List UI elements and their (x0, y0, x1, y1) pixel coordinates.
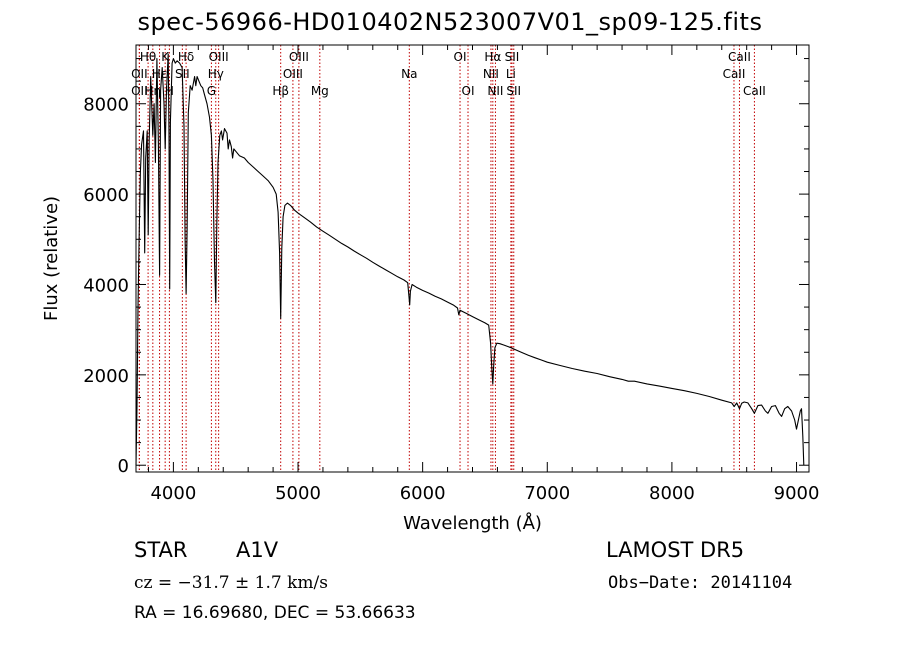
line-marker-label: NII (483, 67, 499, 81)
line-marker-label: G (207, 84, 216, 98)
object-type: STAR (134, 538, 188, 562)
line-marker-label: CaII (723, 67, 746, 81)
object-subclass: A1V (236, 538, 279, 562)
line-marker-label: Hη (145, 84, 162, 98)
line-marker-label: NII (487, 84, 503, 98)
line-marker-label: K (161, 50, 170, 64)
line-marker-label: SII (505, 50, 520, 64)
line-marker-label: H (165, 84, 174, 98)
line-marker-label: CaII (728, 50, 751, 64)
obs-date-text: Obs−Date: 20141104 (608, 573, 793, 593)
line-marker-label: SII (506, 84, 521, 98)
y-tick-label: 0 (118, 456, 129, 477)
y-tick-label: 4000 (83, 275, 129, 296)
y-axis-label: Flux (relative) (41, 196, 62, 321)
line-marker-label: OIII (209, 50, 229, 64)
line-marker-label: Hδ (178, 50, 194, 64)
x-tick-label: 4000 (150, 483, 196, 504)
line-marker-label: Li (506, 67, 516, 81)
line-marker-label: OII (131, 67, 148, 81)
y-tick-label: 8000 (83, 95, 129, 116)
line-marker-label: OIII (289, 50, 309, 64)
line-marker-label: Na (401, 67, 417, 81)
x-tick-label: 8000 (649, 483, 695, 504)
x-tick-label: 7000 (524, 483, 570, 504)
line-marker-label: CaII (743, 84, 766, 98)
chart-title: spec-56966-HD010402N523007V01_sp09-125.f… (137, 8, 763, 36)
survey-label: LAMOST DR5 (606, 538, 745, 562)
y-tick-label: 6000 (83, 185, 129, 206)
line-marker-label: Hα (484, 50, 501, 64)
x-tick-label: 5000 (275, 483, 321, 504)
line-marker-label: Hβ (272, 84, 289, 98)
line-marker-label: Hθ (140, 50, 156, 64)
radec-text: RA = 16.69680, DEC = 53.66633 (134, 603, 416, 623)
y-tick-label: 2000 (83, 366, 129, 387)
line-marker-label: OI (454, 50, 467, 64)
x-tick-label: 9000 (774, 483, 820, 504)
x-tick-label: 6000 (400, 483, 446, 504)
line-marker-label: OIII (283, 67, 303, 81)
redshift-text: cz = −31.7 ± 1.7 km/s (134, 573, 328, 593)
plot-frame (135, 44, 810, 473)
line-marker-label: Hε (152, 67, 168, 81)
line-marker-label: OII (131, 84, 148, 98)
spectrum-line (135, 53, 805, 466)
line-marker-label: SII (175, 67, 190, 81)
line-marker-label: OI (462, 84, 475, 98)
line-marker-label: Mg (311, 84, 329, 98)
x-axis-label: Wavelength (Å) (403, 512, 542, 534)
line-marker-label: Hγ (208, 67, 224, 81)
